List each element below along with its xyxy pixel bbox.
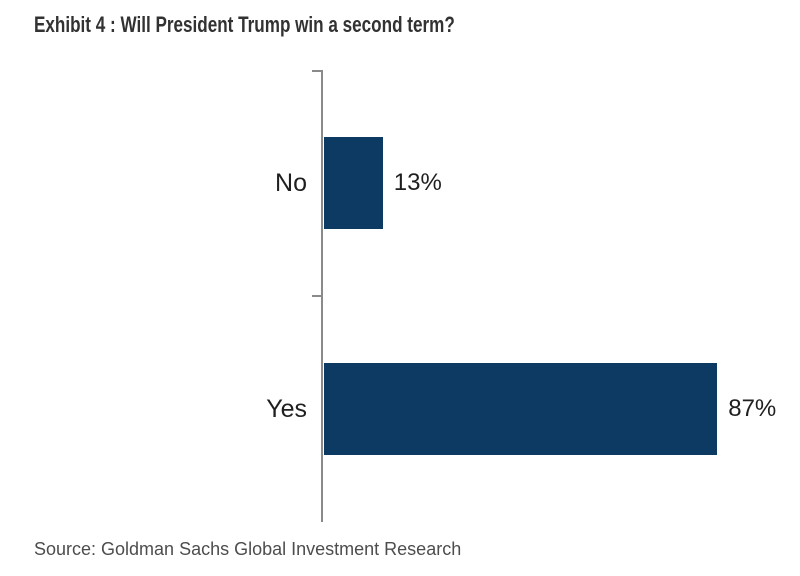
bar-track: 13%	[324, 137, 776, 229]
bar-track: 87%	[324, 363, 776, 455]
bar-yes	[324, 363, 718, 455]
axis-tick-middle	[312, 295, 322, 297]
y-axis-line	[321, 70, 323, 522]
plot-area: No 13% Yes 87%	[0, 70, 800, 522]
bar-no	[324, 137, 383, 229]
category-label-yes: Yes	[266, 394, 307, 423]
source-text: Source: Goldman Sachs Global Investment …	[34, 539, 462, 559]
value-label-yes: 87%	[728, 395, 777, 422]
bar-row-no: No 13%	[0, 70, 800, 296]
category-label-no: No	[275, 168, 307, 197]
chart-title: Exhibit 4 : Will President Trump win a s…	[34, 13, 455, 38]
bar-row-yes: Yes 87%	[0, 296, 800, 522]
value-label-no: 13%	[393, 169, 442, 196]
axis-tick-top	[312, 70, 322, 72]
